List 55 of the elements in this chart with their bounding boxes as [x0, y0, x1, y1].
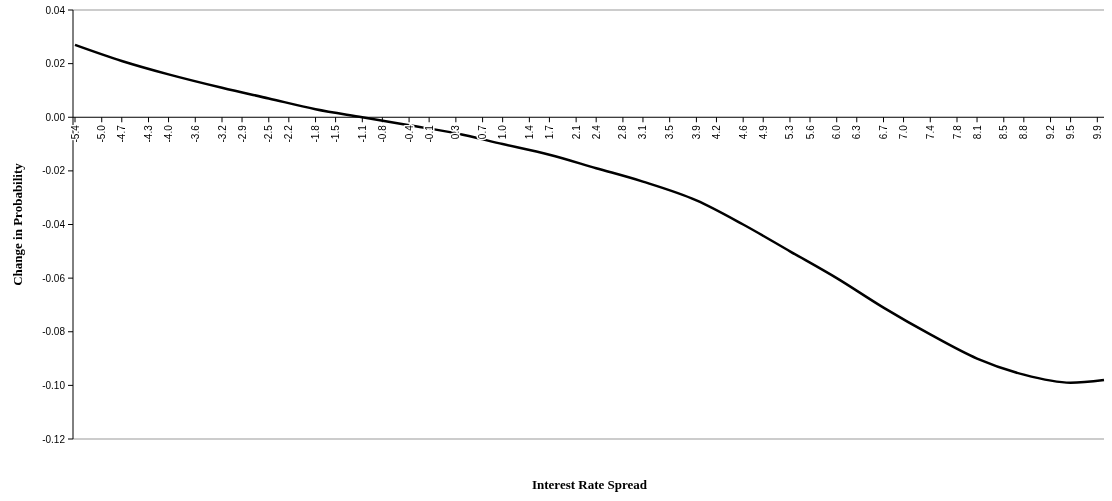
y-tick-label: -0.06 — [42, 272, 66, 284]
y-tick-label: -0.10 — [42, 379, 66, 391]
x-tick-label: 3.9 — [690, 124, 702, 140]
y-tick-label: -0.02 — [42, 165, 66, 177]
x-tick-label: 2.8 — [617, 124, 629, 140]
x-tick-label: -2.5 — [263, 124, 275, 143]
x-tick-label: -5.4 — [69, 124, 81, 143]
x-tick-label: 2.4 — [590, 124, 602, 140]
x-tick-label: 4.2 — [710, 124, 722, 140]
x-tick-label: 7.0 — [898, 124, 910, 140]
x-tick-label: 6.3 — [851, 124, 863, 140]
y-tick-label: -0.12 — [42, 433, 66, 445]
x-tick-label: 1.0 — [497, 124, 509, 140]
x-tick-label: 0.7 — [477, 124, 489, 140]
y-tick-label: 0.02 — [45, 58, 66, 70]
x-tick-label: 5.6 — [804, 124, 816, 140]
x-tick-label: -3.2 — [216, 124, 228, 143]
x-tick-label: -0.4 — [403, 124, 415, 143]
x-tick-label: 9.2 — [1045, 124, 1057, 140]
x-tick-label: 3.1 — [637, 124, 649, 140]
x-tick-label: 4.6 — [737, 124, 749, 140]
y-tick-label: 0.00 — [45, 111, 66, 123]
x-tick-label: -5.0 — [96, 124, 108, 143]
x-tick-label: 3.5 — [664, 124, 676, 140]
x-tick-label: 7.8 — [951, 124, 963, 140]
x-tick-label: 9.5 — [1065, 124, 1077, 140]
x-tick-label: -1.1 — [356, 124, 368, 143]
x-tick-label: 6.7 — [878, 124, 889, 140]
x-tick-label: -4.7 — [116, 124, 128, 143]
y-tick-label: -0.08 — [42, 326, 66, 338]
x-tick-label: -3.6 — [189, 124, 201, 143]
x-tick-label: 1.4 — [523, 124, 535, 140]
x-tick-label: -0.1 — [423, 124, 435, 143]
x-tick-label: -2.9 — [236, 124, 248, 143]
x-tick-label: 5.3 — [784, 124, 796, 140]
x-tick-label: 7.4 — [924, 124, 936, 140]
x-tick-label: -1.5 — [330, 124, 342, 143]
y-axis-title: Change in Probability — [10, 162, 25, 286]
x-tick-label: 1.7 — [543, 124, 555, 140]
y-tick-label: -0.04 — [42, 219, 66, 230]
x-tick-label: -4.0 — [163, 124, 175, 143]
x-axis-title: Interest Rate Spread — [531, 477, 648, 492]
x-tick-label: -2.2 — [283, 124, 295, 143]
x-tick-label: -1.8 — [310, 124, 322, 143]
x-tick-label: 0.3 — [450, 124, 462, 140]
x-tick-label: 4.9 — [757, 124, 769, 140]
x-tick-label: -4.3 — [143, 124, 154, 143]
x-tick-label: 2.1 — [570, 124, 582, 140]
x-tick-label: -0.8 — [376, 124, 388, 143]
x-tick-label: 9.9 — [1091, 124, 1103, 140]
x-tick-label: 8.1 — [971, 124, 983, 140]
x-tick-label: 6.0 — [831, 124, 843, 140]
y-tick-label: 0.04 — [45, 4, 66, 16]
x-tick-label: 8.8 — [1018, 124, 1030, 140]
x-tick-label: 8.5 — [998, 124, 1010, 140]
